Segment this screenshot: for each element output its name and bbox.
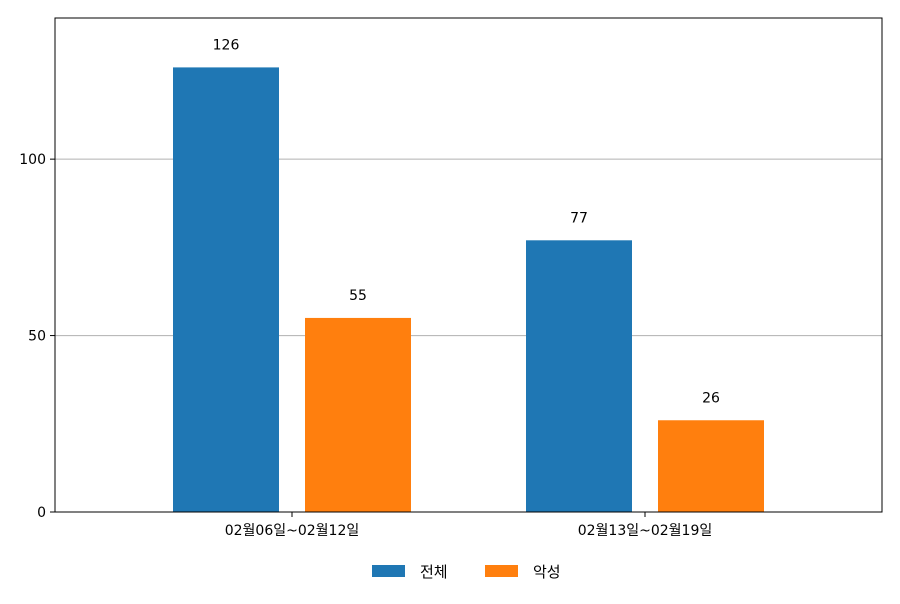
plot-frame [54, 17, 883, 513]
legend-swatch-total [372, 565, 405, 577]
data-label: 55 [349, 288, 367, 304]
bar-malicious-2 [658, 420, 764, 512]
y-tick-label: 100 [19, 152, 46, 168]
data-labels: 126 55 77 26 [213, 37, 720, 406]
legend-label-total: 전체 [420, 563, 448, 581]
legend-label-malicious: 악성 [533, 563, 561, 581]
data-label: 126 [213, 37, 240, 53]
bar-total-2 [526, 240, 632, 513]
data-label: 77 [570, 210, 588, 226]
x-tick-label: 02월06일~02월12일 [225, 523, 360, 539]
axes: 0 50 100 02월06일~02월12일 02월13일~02월19일 [19, 152, 712, 539]
x-tick-label: 02월13일~02월19일 [578, 523, 713, 539]
bars [173, 67, 764, 513]
data-label: 26 [702, 390, 720, 406]
y-tick-label: 50 [28, 329, 46, 345]
bar-malicious-1 [305, 317, 411, 512]
bar-total-1 [173, 67, 279, 513]
legend: 전체 악성 [372, 563, 561, 581]
y-tick-label: 0 [37, 505, 46, 521]
legend-swatch-malicious [485, 565, 518, 577]
